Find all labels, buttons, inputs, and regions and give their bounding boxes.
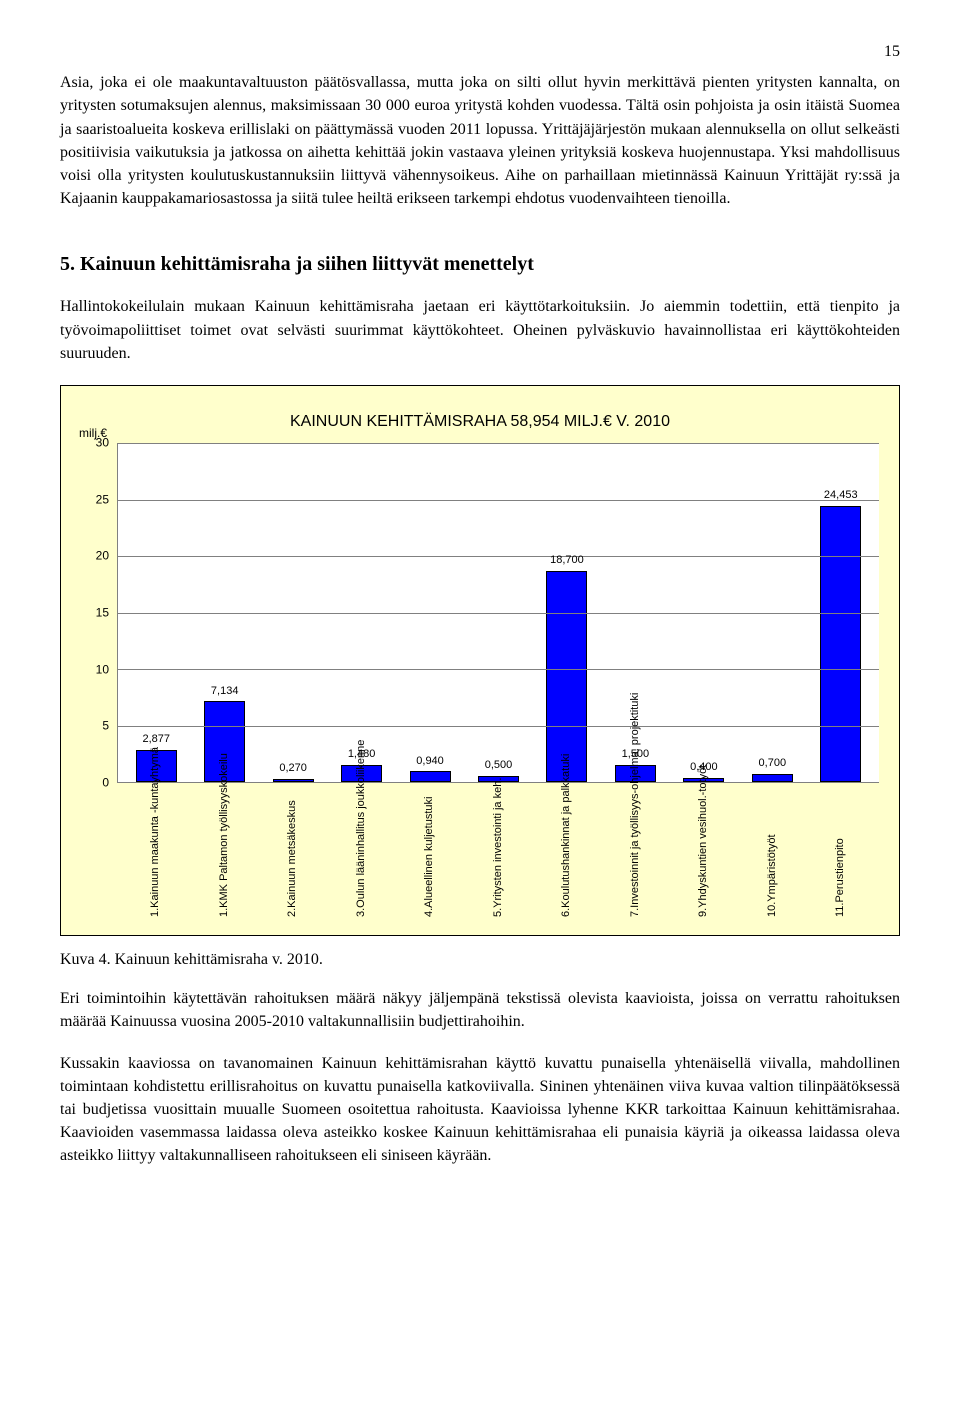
chart-bar-value: 2,877 — [142, 732, 170, 748]
chart-gridline — [118, 726, 879, 727]
chart-bar — [820, 506, 861, 782]
chart-x-axis: 1.Kainuun maakunta -kuntayhtymä1.KMK Pal… — [117, 787, 879, 917]
chart-bar-value: 24,453 — [824, 488, 858, 504]
chart-bar-value: 0,500 — [485, 758, 513, 774]
chart-y-tick: 30 — [73, 434, 109, 451]
chart-bar — [546, 571, 587, 782]
chart-plot-container: milj.€ 051015202530 2,8777,1340,2701,480… — [73, 443, 887, 783]
chart-bar-value: 1,480 — [348, 747, 376, 763]
chart-x-tick: 1.Kainuun maakunta -kuntayhtymä — [121, 787, 190, 917]
chart-bar-value: 18,700 — [550, 553, 584, 569]
figure-caption: Kuva 4. Kainuun kehittämisraha v. 2010. — [60, 948, 900, 971]
page-number: 15 — [60, 40, 900, 63]
chart-y-tick: 20 — [73, 548, 109, 565]
chart-bar — [273, 779, 314, 782]
chart-x-tick: 7.Investoinnit ja työllisyys-ohjelma, pr… — [601, 787, 670, 917]
chart-bar-value: 0,940 — [416, 754, 444, 770]
chart-x-tick: 6.Koulutushankinnat ja palkkatuki — [532, 787, 601, 917]
chart-gridline — [118, 669, 879, 670]
body-paragraph-2: Hallintokokeilulain mukaan Kainuun kehit… — [60, 295, 900, 365]
chart-y-axis: 051015202530 — [73, 443, 113, 783]
chart-x-tick: 10.Ympäristötyöt — [738, 787, 807, 917]
chart-bar-value: 7,134 — [211, 684, 239, 700]
body-paragraph-3: Eri toimintoihin käytettävän rahoituksen… — [60, 987, 900, 1033]
chart-bar — [752, 774, 793, 782]
chart-bar-value: 0,700 — [759, 756, 787, 772]
chart-title: KAINUUN KEHITTÄMISRAHA 58,954 MILJ.€ V. … — [73, 410, 887, 433]
chart-x-tick: 4.Alueellinen kuljetustuki — [395, 787, 464, 917]
chart-bar — [410, 771, 451, 782]
chart-gridline — [118, 613, 879, 614]
body-paragraph-4: Kussakin kaaviossa on tavanomainen Kainu… — [60, 1052, 900, 1168]
chart-gridline — [118, 443, 879, 444]
chart-y-tick: 10 — [73, 661, 109, 678]
section-heading-5: 5. Kainuun kehittämisraha ja siihen liit… — [60, 250, 900, 279]
chart-y-tick: 0 — [73, 774, 109, 791]
chart-y-tick: 15 — [73, 604, 109, 621]
chart-y-tick: 25 — [73, 491, 109, 508]
chart-bar-value: 1,500 — [622, 747, 650, 763]
body-paragraph-1: Asia, joka ei ole maakuntavaltuuston pää… — [60, 71, 900, 210]
chart-panel: KAINUUN KEHITTÄMISRAHA 58,954 MILJ.€ V. … — [60, 385, 900, 936]
chart-bar-value: 0,270 — [279, 761, 307, 777]
chart-y-tick: 5 — [73, 718, 109, 735]
chart-bar-value: 0,400 — [690, 760, 718, 776]
chart-plot-area: 2,877 7,134 0,270 1,480 0,940 0,500 18,700 1,50… — [117, 443, 879, 783]
chart-x-tick: 1.KMK Paltamon työllisyyskokeilu — [190, 787, 259, 917]
chart-gridline — [118, 500, 879, 501]
chart-x-tick: 2.Kainuun metsäkeskus — [258, 787, 327, 917]
chart-x-tick: 11.Perustienpito — [806, 787, 875, 917]
chart-x-tick: 3.Oulun lääninhallitus joukkoliikenne — [327, 787, 396, 917]
chart-x-tick: 5.Yritysten investointi ja keh. — [464, 787, 533, 917]
chart-x-tick: 9.Yhdyskuntien vesihuol.-totyöt — [669, 787, 738, 917]
chart-gridline — [118, 556, 879, 557]
